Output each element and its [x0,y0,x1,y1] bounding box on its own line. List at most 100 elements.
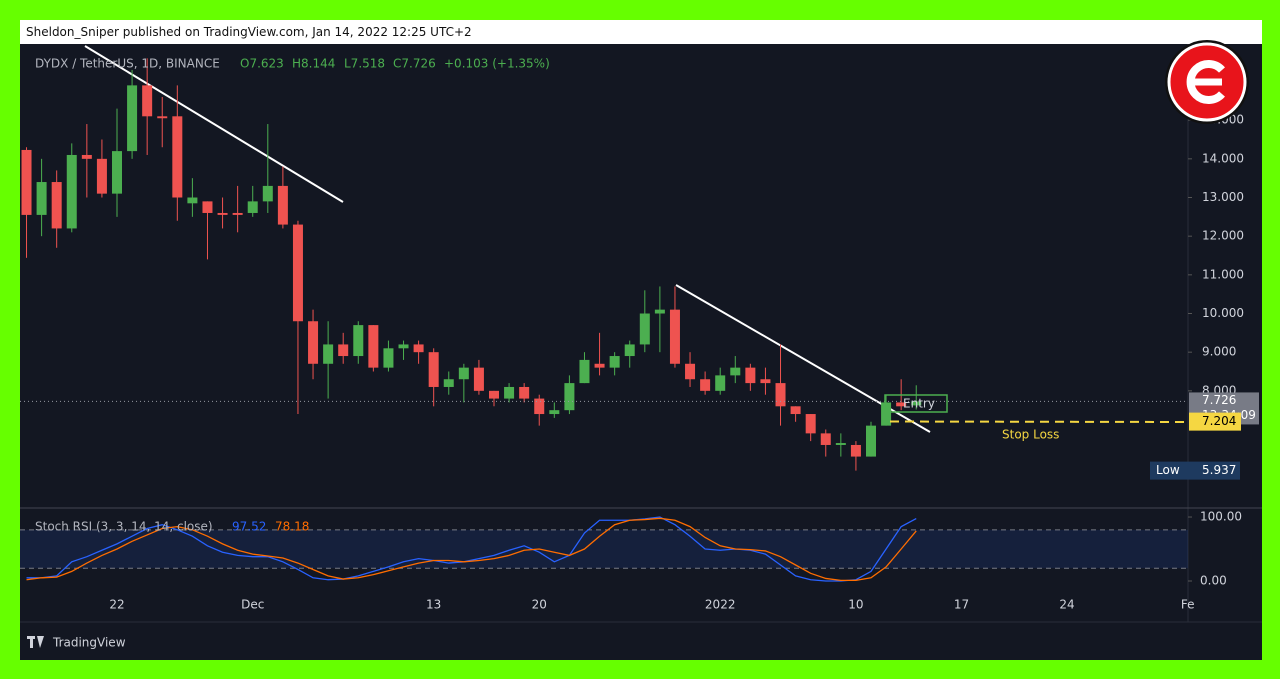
footer-brand: TradingView [52,636,126,650]
candle-body [21,149,32,215]
candle-body [81,154,92,159]
candle-body [654,309,665,314]
candle-body [458,367,469,380]
candle-body [745,367,756,384]
candle-body [669,309,680,364]
stop-price: 7.204 [1202,414,1236,428]
candle-body [685,363,696,380]
candle-body [247,201,258,213]
x-tick-label: 20 [532,598,547,612]
publish-bar: Sheldon_Sniper published on TradingView.… [20,20,1262,44]
x-tick-label: 13 [426,598,441,612]
candle-body [881,402,892,426]
candle-body [896,402,907,407]
candle-body [504,386,515,399]
stop-price-bg [1189,412,1241,431]
candle-body [112,151,122,194]
candle-body [383,348,394,368]
candle-body [292,224,303,322]
stoch-line [26,517,917,582]
x-tick-label: Dec [241,598,264,612]
stop-loss-line [889,420,1189,423]
low-price: 5.937 [1202,463,1236,477]
low-label-bg [1150,461,1240,480]
band-fill [20,529,1188,569]
candle-body [323,344,334,364]
x-tick-label: 10 [848,598,863,612]
indicator-value: 78.18 [275,520,309,534]
ohlc-value: L7.518 [344,57,385,71]
y-tick-label: 9.000 [1202,345,1236,359]
candle-body [715,375,726,391]
ohlc-value: H8.144 [292,57,335,71]
x-tick-label: 17 [954,598,969,612]
candle-body [775,383,786,407]
candle-body [127,85,138,152]
trendline [84,45,344,203]
logo [1165,40,1249,124]
candle-body [850,444,861,457]
candle-body [519,386,530,399]
candle-body [473,367,484,391]
candle-body [308,321,319,364]
candle-body [866,425,876,457]
chart: 8.0009.00010.00011.00012.00013.00014.000… [20,40,1262,650]
y-tick-label: 14.000 [1202,151,1244,165]
y-tick-label: 10.000 [1202,306,1244,320]
candle-body [489,390,499,399]
stoch-line [26,516,917,582]
candle-body [549,410,560,415]
candle-body [232,212,243,215]
candle-body [157,116,168,119]
y-tick-label: 0.00 [1200,573,1227,587]
indicator-title: Stoch RSI (3, 3, 14, 14, close) [35,520,213,534]
candle-body [594,363,605,368]
candle-body [835,443,846,445]
candle-body [534,398,545,415]
candle-body [911,401,922,406]
candle-body [142,85,153,117]
y-tick-label: 100.00 [1200,510,1242,524]
trendline [675,284,931,433]
candle-body [66,154,77,229]
candle-body [624,344,635,357]
y-tick-label: 11.000 [1202,267,1244,281]
candle-body [428,352,439,387]
low-label: Low [1156,463,1180,477]
candle-body [609,356,620,368]
x-tick-label: Fe [1181,598,1195,612]
candle-body [805,414,816,434]
candle-body [338,344,349,357]
candle-body [172,116,183,198]
candle-body [277,185,288,225]
y-tick-label: 12.000 [1202,229,1244,243]
candle-body [51,182,62,229]
candle-body [413,344,424,353]
candle-body [443,379,454,387]
candle-body [368,325,379,368]
publish-info: Sheldon_Sniper published on TradingView.… [26,25,472,39]
entry-box [884,394,948,413]
candle-body [820,433,831,445]
candle-body [262,185,273,202]
candle-body [202,201,213,213]
ohlc-value: O7.623 [240,57,284,71]
change: +0.103 (+1.35%) [444,57,550,71]
candle-body [639,313,650,345]
candle-body [96,158,107,194]
candle-body [760,379,771,384]
tv-logo [27,636,44,648]
x-tick-label: 24 [1059,598,1074,612]
x-tick-label: 2022 [705,598,736,612]
candle-body [36,182,47,215]
last-price: 7.726 [1202,393,1236,407]
stop-loss-label: Stop Loss [1002,428,1059,442]
candle-body [187,197,198,204]
candle-body [353,325,364,357]
x-tick-label: 22 [109,598,124,612]
candle-body [217,212,228,215]
indicator-value: 97.52 [232,520,266,534]
candle-body [398,344,409,349]
candle-body [730,367,741,376]
entry-label: Entry [903,397,935,411]
